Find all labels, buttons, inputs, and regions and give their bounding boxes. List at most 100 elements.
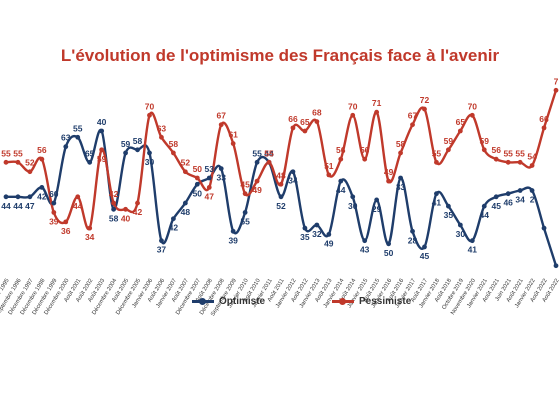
data-label-optimiste: 37 [157,245,167,255]
data-label-optimiste: 45 [491,201,501,211]
data-point-pessimiste [457,128,463,134]
data-point-optimiste [182,200,188,206]
data-label-pessimiste: 61 [228,130,238,140]
data-label-pessimiste: 34 [85,232,95,242]
data-point-optimiste [553,263,559,269]
data-point-pessimiste [170,150,176,156]
data-point-optimiste [529,188,535,193]
data-point-pessimiste [326,172,332,178]
data-label-optimiste: 48 [181,207,191,217]
data-point-pessimiste [422,106,427,112]
data-label-pessimiste: 56 [360,145,370,155]
data-label-pessimiste: 68 [312,108,322,118]
data-label-optimiste: 32 [312,229,322,239]
data-label-pessimiste: 56 [336,145,346,155]
data-point-pessimiste [15,159,21,165]
data-label-optimiste: 52 [276,201,286,211]
data-point-pessimiste [278,181,284,187]
data-point-optimiste [457,222,463,228]
data-point-optimiste [123,150,128,156]
data-label-optimiste: 55 [252,148,262,158]
data-point-optimiste [481,203,487,209]
data-point-optimiste [493,194,499,200]
data-point-pessimiste [194,175,200,181]
data-label-pessimiste: 49 [384,167,394,177]
data-point-optimiste [51,200,57,206]
data-point-pessimiste [135,200,140,206]
data-point-pessimiste [27,169,33,175]
data-point-pessimiste [230,141,236,146]
data-point-optimiste [422,244,427,250]
data-label-pessimiste: 59 [480,136,490,146]
legend-pessimiste: Pessimiste [332,296,411,307]
legend-swatch-pessimiste [332,298,354,305]
data-point-pessimiste [410,122,415,128]
legend-optimiste: Optimiste [192,296,265,307]
data-point-pessimiste [481,147,487,153]
data-label-optimiste: 44 [336,185,346,195]
chart-title: L'évolution de l'optimisme des Français … [60,46,500,65]
data-label-pessimiste: 70 [468,101,478,111]
data-point-pessimiste [218,122,224,128]
data-label-optimiste: 39 [228,235,238,245]
data-point-optimiste [505,191,511,197]
data-point-optimiste [290,169,296,175]
data-point-optimiste [111,206,117,212]
data-label-optimiste: 34 [288,176,298,186]
data-label-pessimiste: 55 [13,148,23,158]
data-point-pessimiste [398,150,403,156]
data-point-pessimiste [445,147,451,153]
data-label-optimiste: 33 [216,173,226,183]
data-point-pessimiste [553,87,559,93]
data-label-optimiste: 41 [468,245,478,255]
data-point-pessimiste [314,119,320,124]
data-point-optimiste [386,241,392,247]
data-label-pessimiste: 66 [539,114,549,124]
data-point-optimiste [170,216,176,222]
data-point-optimiste [374,197,380,203]
data-point-pessimiste [242,191,248,197]
data-label-optimiste: 44 [1,201,11,211]
data-point-optimiste [278,194,284,200]
data-point-optimiste [27,194,33,200]
data-label-pessimiste: 55 [515,148,525,158]
data-label-pessimiste: 55 [432,148,442,158]
data-point-optimiste [75,134,81,140]
data-point-pessimiste [75,194,81,200]
data-label-optimiste: 35 [300,232,310,242]
data-point-pessimiste [147,112,152,118]
data-point-optimiste [434,191,439,197]
data-point-pessimiste [87,225,93,231]
data-label-optimiste: 44 [264,148,274,158]
legend-label-optimiste: Optimiste [219,296,266,307]
data-label-pessimiste: 70 [348,101,358,111]
data-label-optimiste: 55 [240,216,250,226]
data-point-optimiste [469,238,475,244]
data-label-optimiste: 35 [444,210,454,220]
data-label-pessimiste: 51 [324,161,334,171]
data-label-optimiste: 53 [205,164,215,174]
data-point-pessimiste [541,125,547,131]
data-label-optimiste: 44 [13,201,23,211]
data-point-optimiste [135,147,140,153]
data-label-optimiste: 55 [73,123,83,133]
data-label-pessimiste: 65 [300,117,310,127]
data-point-pessimiste [529,163,535,168]
data-label-optimiste: 65 [85,148,95,158]
data-point-pessimiste [51,210,57,215]
data-point-optimiste [194,181,200,187]
data-point-pessimiste [206,185,212,190]
data-label-pessimiste: 59 [444,136,454,146]
data-label-pessimiste: 65 [456,117,466,127]
data-label-pessimiste: 72 [420,95,430,105]
data-label-pessimiste: 63 [157,123,167,133]
data-point-pessimiste [493,156,499,162]
data-point-pessimiste [63,219,69,225]
data-point-pessimiste [182,169,188,175]
data-point-optimiste [541,225,547,231]
data-point-optimiste [147,150,152,156]
data-point-optimiste [398,175,403,181]
data-point-optimiste [230,228,236,234]
data-point-pessimiste [290,125,296,131]
data-point-pessimiste [302,128,308,134]
